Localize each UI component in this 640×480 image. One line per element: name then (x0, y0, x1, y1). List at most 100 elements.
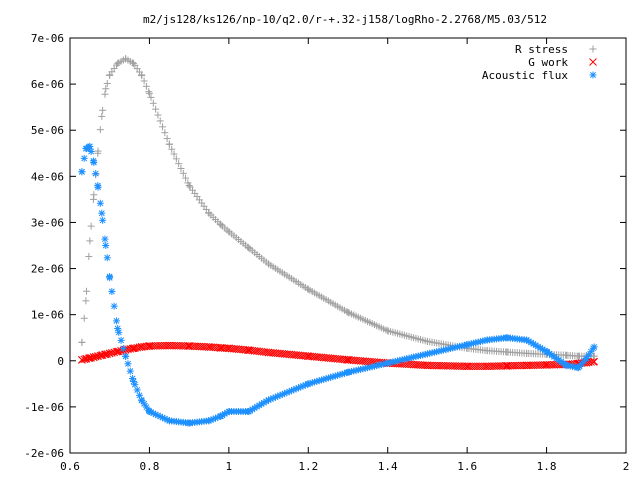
data-point (78, 168, 86, 176)
y-tick-label: -1e-06 (24, 401, 64, 414)
marker-stroke (131, 344, 139, 352)
x-tick-label: 2 (623, 460, 630, 473)
marker-stroke (121, 345, 130, 354)
marker-stroke (105, 349, 114, 358)
marker-stroke (110, 348, 119, 357)
data-point (102, 242, 110, 249)
x-tick-label: 1.6 (457, 460, 477, 473)
marker-stroke (532, 342, 539, 349)
marker-stroke (161, 415, 168, 422)
marker-stroke (108, 288, 115, 295)
data-point (87, 222, 95, 230)
data-point (131, 344, 139, 352)
data-point (128, 344, 137, 353)
data-point (96, 199, 104, 207)
y-tick-label: 2e-06 (31, 263, 64, 276)
plot-frame (69, 37, 627, 454)
x-tick-label: 1.4 (378, 460, 398, 473)
data-point (589, 357, 598, 366)
data-point (103, 254, 111, 262)
data-point (532, 341, 540, 349)
data-marks (78, 55, 599, 427)
marker-stroke (114, 325, 121, 332)
data-point (89, 353, 98, 362)
data-point (101, 350, 109, 359)
data-point (168, 145, 176, 153)
y-tick-label: 4e-06 (31, 170, 64, 183)
data-point (140, 77, 148, 85)
data-point (170, 150, 178, 158)
marker-stroke (585, 352, 592, 358)
marker-stroke (124, 345, 132, 354)
legend-label: G work (528, 56, 568, 69)
data-point (159, 123, 167, 131)
marker-stroke (127, 368, 134, 375)
data-point (147, 93, 155, 101)
marker-stroke (102, 242, 109, 249)
marker-stroke (589, 357, 598, 366)
marker-stroke (115, 329, 122, 336)
marker-stroke (541, 347, 548, 354)
data-point (145, 88, 153, 96)
marker-stroke (148, 409, 154, 416)
data-point (126, 345, 135, 353)
data-point (149, 99, 157, 107)
marker-stroke (91, 352, 100, 361)
marker-stroke (141, 400, 148, 407)
marker-stroke (590, 72, 596, 78)
marker-stroke (108, 349, 116, 357)
marker-stroke (136, 392, 143, 399)
marker-stroke (154, 412, 161, 419)
marker-stroke (89, 353, 98, 362)
data-point (126, 367, 134, 375)
data-point (94, 147, 102, 155)
data-point (131, 381, 139, 389)
data-point (587, 358, 595, 366)
data-point (142, 82, 150, 90)
y-tick-label: 5e-06 (31, 124, 64, 137)
x-tick-label: 1 (226, 460, 233, 473)
marker-stroke (134, 387, 141, 393)
marker-stroke (131, 381, 138, 388)
data-point (138, 72, 146, 80)
marker-stroke (78, 168, 85, 175)
data-point (175, 160, 183, 168)
data-point (105, 349, 114, 358)
legend-label: R stress (515, 43, 568, 56)
marker-stroke (150, 410, 157, 417)
marker-stroke (104, 254, 111, 261)
data-point (80, 314, 88, 322)
marker-stroke (78, 356, 86, 364)
data-point (86, 237, 94, 245)
axis-ticks: 0.6 0.8 1 1.2 1.4 1.6 1.8 2 -2e-06 -1e-06 0 1e-06 2e… (24, 32, 629, 473)
x-tick-label: 0.6 (60, 460, 80, 473)
marker-stroke (126, 345, 135, 353)
marker-stroke (85, 143, 92, 150)
data-point (154, 111, 162, 119)
data-point (140, 400, 148, 408)
data-point (99, 106, 107, 114)
legend-marker (589, 58, 597, 66)
marker-stroke (530, 340, 537, 347)
y-tick-label: 1e-06 (31, 309, 64, 322)
data-point (103, 350, 112, 358)
data-point (87, 353, 95, 362)
x-tick-label: 1.8 (537, 460, 557, 473)
marker-stroke (130, 378, 137, 385)
marker-stroke (587, 348, 594, 355)
marker-stroke (80, 355, 89, 364)
data-point (108, 349, 116, 357)
marker-stroke (157, 413, 164, 420)
marker-stroke (562, 361, 569, 368)
marker-stroke (96, 351, 105, 360)
data-point (145, 89, 153, 97)
data-point (112, 317, 120, 325)
data-point (179, 169, 187, 177)
data-point (106, 272, 114, 280)
data-point (119, 344, 127, 352)
marker-stroke (113, 317, 120, 324)
data-point (122, 352, 130, 360)
data-point (114, 347, 123, 356)
